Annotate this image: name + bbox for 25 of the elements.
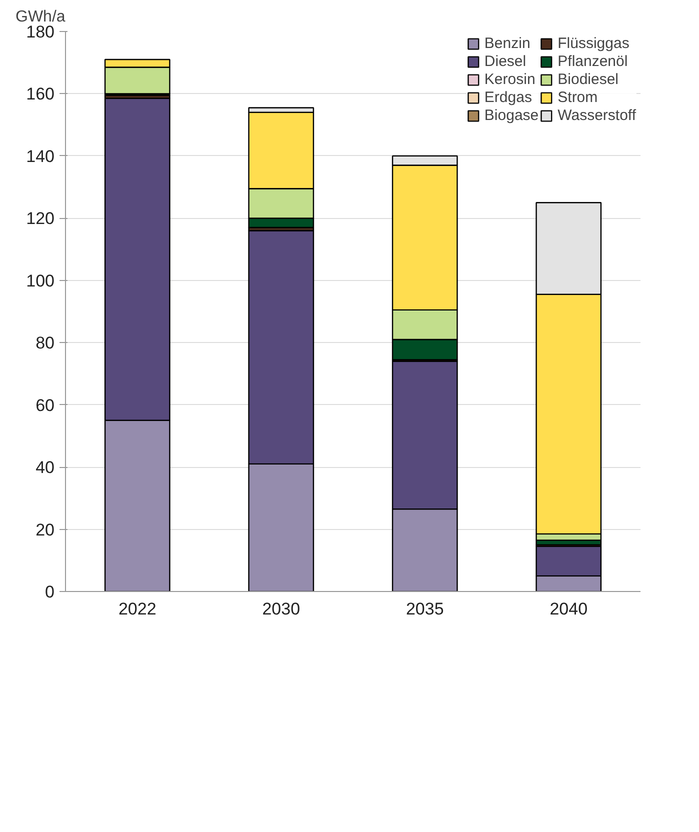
legend-label: Pflanzenöl <box>558 53 628 70</box>
legend-label: Kerosin <box>484 71 536 88</box>
y-tick-label: 100 <box>26 271 55 290</box>
y-tick-label: 120 <box>26 209 55 228</box>
legend-label: Biodiesel <box>558 71 619 88</box>
legend-label: Strom <box>558 89 598 106</box>
y-tick-label: 40 <box>36 458 55 478</box>
legend-label: Diesel <box>484 53 526 70</box>
legend-label: Flüssiggas <box>558 35 630 52</box>
y-tick-label: 60 <box>36 396 55 415</box>
legend-label: Biogase <box>484 107 539 124</box>
y-tick-label: 180 <box>26 22 55 42</box>
x-tick-label: 2030 <box>262 600 300 618</box>
x-tick-label: 2022 <box>118 600 156 618</box>
y-tick-label: 0 <box>45 582 55 602</box>
y-tick-label: 160 <box>26 84 55 104</box>
legend-label: Wasserstoff <box>558 107 636 124</box>
legend-label: Benzin <box>484 35 530 52</box>
y-tick-label: 20 <box>36 520 55 540</box>
x-tick-label: 2040 <box>550 600 588 618</box>
y-tick-label: 80 <box>36 334 55 353</box>
y-axis-title: GWh/a <box>16 8 66 26</box>
legend-label: Erdgas <box>484 89 532 106</box>
y-tick-label: 140 <box>26 146 55 166</box>
x-tick-label: 2035 <box>406 600 444 618</box>
